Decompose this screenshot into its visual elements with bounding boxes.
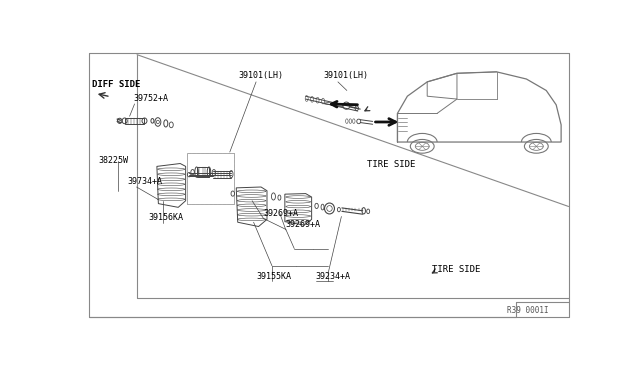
Bar <box>187 154 234 203</box>
Bar <box>196 167 209 177</box>
Text: 39155KA: 39155KA <box>256 272 291 281</box>
Bar <box>187 154 234 203</box>
Text: 39156KA: 39156KA <box>148 213 184 222</box>
Text: 39269+A: 39269+A <box>264 209 298 218</box>
Text: 38225W: 38225W <box>99 156 129 165</box>
Text: 39752+A: 39752+A <box>134 94 168 103</box>
Text: 39101(LH): 39101(LH) <box>323 71 368 80</box>
Text: 39269+A: 39269+A <box>286 220 321 230</box>
Bar <box>125 118 145 124</box>
Text: 39234+A: 39234+A <box>316 272 351 281</box>
Text: DIFF SIDE: DIFF SIDE <box>92 80 141 89</box>
Text: TIRE SIDE: TIRE SIDE <box>367 160 415 169</box>
Text: 39101(LH): 39101(LH) <box>239 71 284 80</box>
Text: 39734+A: 39734+A <box>127 177 162 186</box>
Text: TIRE SIDE: TIRE SIDE <box>432 265 481 274</box>
Text: R39 0001I: R39 0001I <box>507 306 548 315</box>
